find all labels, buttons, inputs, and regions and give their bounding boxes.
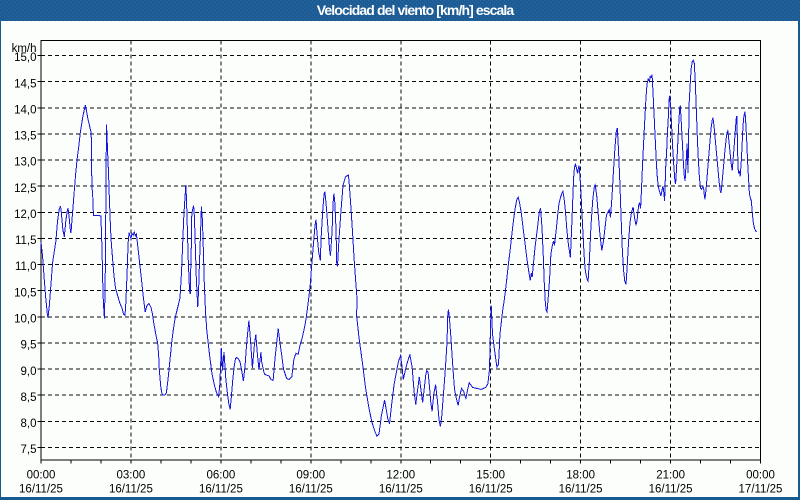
svg-text:14,0: 14,0: [14, 105, 36, 117]
svg-text:12,0: 12,0: [14, 209, 36, 221]
svg-text:13,5: 13,5: [14, 131, 36, 143]
svg-text:8,0: 8,0: [21, 418, 37, 430]
svg-text:16/11/25: 16/11/25: [109, 483, 153, 495]
svg-text:11,0: 11,0: [15, 261, 37, 273]
svg-text:16/11/25: 16/11/25: [199, 483, 243, 495]
svg-text:16/11/25: 16/11/25: [559, 483, 603, 495]
svg-text:8,5: 8,5: [21, 392, 37, 404]
svg-text:16/11/25: 16/11/25: [649, 483, 693, 495]
svg-text:9,0: 9,0: [21, 366, 37, 378]
svg-text:km/h: km/h: [12, 43, 37, 55]
svg-text:16/11/25: 16/11/25: [289, 483, 333, 495]
svg-text:03:00: 03:00: [117, 469, 146, 481]
svg-text:16/11/25: 16/11/25: [19, 483, 63, 495]
svg-text:9,5: 9,5: [21, 340, 37, 352]
svg-text:12:00: 12:00: [386, 469, 415, 481]
svg-text:10,0: 10,0: [14, 314, 36, 326]
svg-text:21:00: 21:00: [656, 469, 685, 481]
svg-text:11,5: 11,5: [15, 235, 37, 247]
svg-text:16/11/25: 16/11/25: [469, 483, 513, 495]
svg-text:15,0: 15,0: [14, 52, 36, 64]
svg-text:10,5: 10,5: [14, 287, 36, 299]
svg-text:16/11/25: 16/11/25: [379, 483, 423, 495]
svg-text:17/11/25: 17/11/25: [739, 483, 783, 495]
svg-text:18:00: 18:00: [566, 469, 595, 481]
svg-text:12,5: 12,5: [14, 183, 36, 195]
svg-text:7,5: 7,5: [21, 444, 37, 456]
svg-text:00:00: 00:00: [27, 469, 56, 481]
svg-text:14,5: 14,5: [14, 78, 36, 90]
svg-text:Velocidad del viento [km/h] es: Velocidad del viento [km/h] escala: [317, 2, 515, 18]
svg-text:09:00: 09:00: [296, 469, 325, 481]
svg-text:06:00: 06:00: [207, 469, 236, 481]
svg-text:15:00: 15:00: [476, 469, 505, 481]
svg-text:00:00: 00:00: [746, 469, 775, 481]
svg-text:13,0: 13,0: [14, 157, 36, 169]
